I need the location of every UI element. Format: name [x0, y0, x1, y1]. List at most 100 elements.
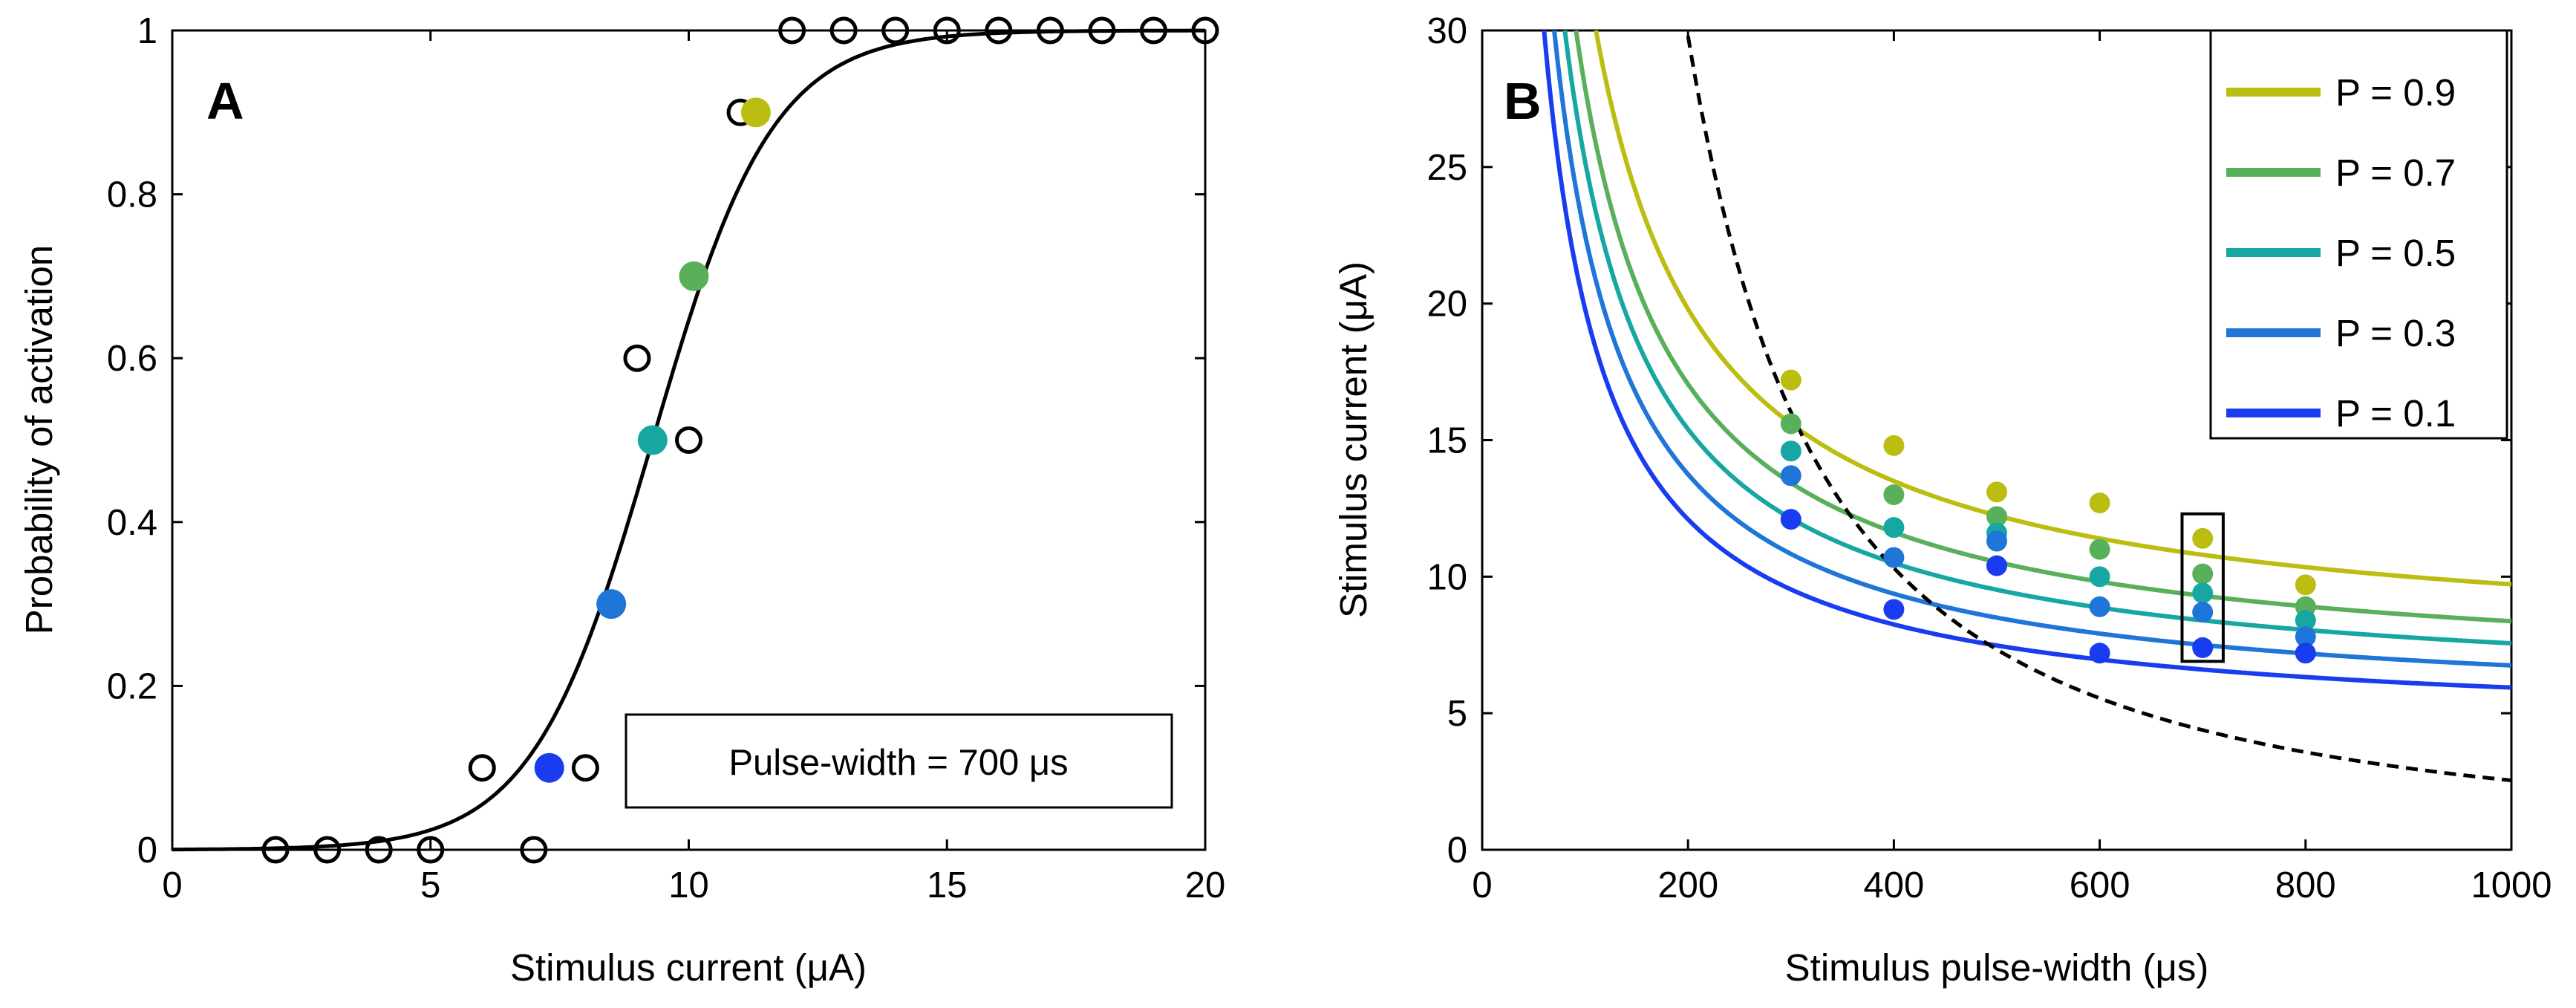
legend-label: P = 0.9	[2335, 71, 2456, 114]
b-data-point	[2192, 563, 2214, 585]
legend-label: P = 0.1	[2335, 392, 2456, 435]
highlight-box	[2180, 512, 2225, 663]
b-data-point	[1883, 517, 1905, 539]
panel-a-ylabel: Probability of activation	[18, 245, 60, 634]
b-xtick-label: 200	[1657, 865, 1718, 905]
a-highlight-point	[679, 261, 709, 291]
a-observed-point	[985, 16, 1013, 45]
panel-a-label: A	[206, 72, 244, 130]
a-observed-point	[623, 344, 651, 372]
panel-a-xlabel: Stimulus current (μA)	[510, 946, 867, 989]
a-observed-point	[933, 16, 961, 45]
annotation-text: Pulse-width = 700 μs	[728, 743, 1068, 783]
b-xtick-label: 400	[1864, 865, 1925, 905]
b-data-point	[2295, 610, 2316, 631]
a-observed-point	[365, 836, 393, 864]
a-ytick-label: 0	[137, 830, 157, 871]
a-observed-point	[881, 16, 910, 45]
a-observed-point	[520, 836, 548, 864]
a-observed-point	[468, 754, 496, 782]
legend-label: P = 0.7	[2335, 152, 2456, 194]
a-observed-point	[1191, 16, 1219, 45]
a-observed-point	[261, 836, 290, 864]
legend-label: P = 0.5	[2335, 232, 2456, 274]
a-observed-point	[417, 836, 445, 864]
b-data-point	[1986, 506, 2007, 527]
b-data-point	[1780, 465, 1801, 487]
b-data-point	[1986, 555, 2007, 576]
b-xtick-label: 0	[1472, 865, 1492, 905]
a-observed-point	[571, 754, 599, 782]
a-ytick-label: 1	[137, 11, 157, 51]
b-series-curve	[1574, 30, 2512, 624]
b-data-point	[2089, 539, 2110, 560]
b-data-point	[2295, 643, 2316, 664]
a-ytick-label: 0.8	[107, 175, 157, 215]
panel-b-ylabel: Stimulus current (μA)	[1332, 261, 1375, 618]
b-ytick-label: 5	[1447, 694, 1467, 734]
b-data-point	[2192, 582, 2214, 604]
a-highlight-point	[596, 589, 627, 620]
a-xtick-label: 5	[420, 865, 440, 905]
b-xtick-label: 600	[2070, 865, 2130, 905]
b-data-point	[1883, 599, 1905, 620]
panel-a-fit-curve	[172, 28, 1205, 852]
b-ytick-label: 15	[1426, 421, 1467, 461]
panel-b-xlabel: Stimulus pulse-width (μs)	[1785, 946, 2209, 989]
panel-b-label: B	[1504, 72, 1542, 130]
a-observed-point	[778, 16, 806, 45]
b-data-point	[2192, 602, 2214, 623]
b-series-curve	[1594, 30, 2512, 587]
b-xtick-label: 800	[2275, 865, 2336, 905]
a-highlight-point	[637, 425, 668, 455]
legend-box	[2209, 29, 2508, 440]
a-highlight-point	[740, 97, 771, 128]
a-ytick-label: 0.4	[107, 503, 157, 543]
panel-a-plot-area	[171, 29, 1207, 851]
panel-b: B Stimulus pulse-width (μs) Stimulus cur…	[1332, 11, 2552, 989]
b-data-point	[2089, 596, 2110, 617]
a-xtick-label: 20	[1185, 865, 1226, 905]
a-observed-point	[1036, 16, 1064, 45]
a-observed-point	[1088, 16, 1116, 45]
a-ytick-label: 0.6	[107, 339, 157, 379]
legend-label: P = 0.3	[2335, 312, 2456, 354]
panel-b-dashed-reference	[1686, 35, 2512, 783]
b-data-point	[1986, 530, 2007, 552]
a-xtick-label: 10	[668, 865, 709, 905]
a-xtick-label: 15	[927, 865, 968, 905]
b-data-point	[1780, 369, 1801, 391]
b-data-point	[1780, 440, 1801, 462]
b-data-point	[1780, 413, 1801, 435]
a-highlight-point	[534, 752, 564, 783]
b-data-point	[2192, 527, 2214, 549]
b-ytick-label: 0	[1447, 830, 1467, 871]
b-data-point	[1883, 547, 1905, 568]
pulse-width-annotation: Pulse-width = 700 μs	[625, 713, 1173, 809]
b-data-point	[2089, 492, 2110, 514]
b-data-point	[1780, 509, 1801, 530]
b-ytick-label: 10	[1426, 557, 1467, 597]
b-data-point	[1883, 435, 1905, 456]
a-observed-point	[313, 836, 342, 864]
b-data-point	[1883, 484, 1905, 506]
annotation-box	[625, 713, 1173, 809]
b-data-point	[1986, 481, 2007, 503]
b-series-curve	[1542, 30, 2512, 690]
a-xtick-label: 0	[162, 865, 182, 905]
a-observed-point	[675, 426, 702, 454]
b-ytick-label: 30	[1426, 11, 1467, 51]
b-data-point	[2089, 566, 2110, 588]
legend: P = 0.9 P = 0.7 P = 0.5 P = 0.3 P = 0.1	[2209, 29, 2508, 440]
b-series-curve	[1552, 30, 2512, 668]
b-data-point	[2192, 637, 2214, 658]
b-ytick-label: 20	[1426, 284, 1467, 325]
b-series-curve	[1562, 30, 2512, 646]
b-data-point	[2295, 574, 2316, 596]
b-ytick-label: 25	[1426, 148, 1467, 188]
a-observed-point	[1139, 16, 1167, 45]
panel-a: A Stimulus current (μA) Probability of a…	[18, 11, 1225, 989]
b-data-point	[2295, 626, 2316, 648]
a-observed-point	[829, 16, 858, 45]
